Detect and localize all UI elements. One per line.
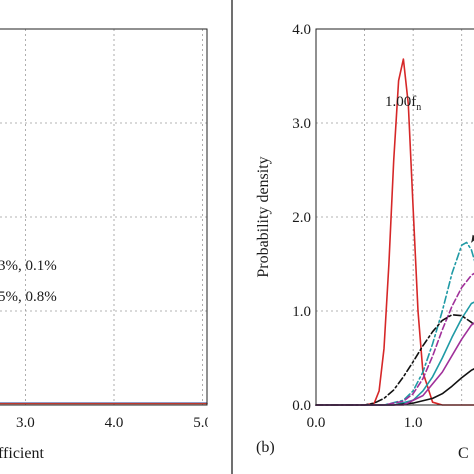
panel-b-y-tick-label: 0.0: [292, 398, 311, 414]
panel-b-y-tick-label: 1.0: [292, 304, 311, 320]
panel-b-series-line: [315, 368, 474, 406]
panel-a-x-tick-label: 5.0: [193, 415, 212, 431]
panel-b-y-axis-label: Probability density: [255, 156, 272, 277]
panel-b-frame: [315, 28, 474, 406]
panel-b-series: [315, 58, 474, 406]
panel-b-series-line: [315, 58, 474, 406]
panel-b-x-axis-label: C: [458, 445, 469, 462]
panel-a-series: [0, 402, 208, 405]
annotation-arrow-head: [471, 234, 474, 243]
panel-b-y-tick-label: 4.0: [292, 22, 311, 38]
panel-a-annotation-2: 5%, 0.8%: [0, 289, 57, 305]
panel-b-y-tick-label: 3.0: [292, 116, 311, 132]
panel-b-grid: [315, 28, 474, 405]
panel-b-annotation-text: 1.00f: [385, 94, 416, 110]
panel-b-ticks: 0.0 1.0 0.0 1.0 2.0 3.0 4.0: [292, 22, 422, 431]
panel-b-x-tick-label: 0.0: [307, 415, 326, 431]
panel-b-x-tick-label: 1.0: [404, 415, 423, 431]
panel-b-series-line: [315, 272, 474, 406]
panel-b-series-line: [315, 241, 474, 406]
panel-b-annotation-freq: 1.00fn: [385, 94, 421, 113]
panel-b: 0.0 1.0 0.0 1.0 2.0 3.0 4.0 Probability densit…: [255, 22, 474, 462]
panel-b-label: (b): [256, 439, 275, 456]
panel-a-x-tick-label: 4.0: [105, 415, 124, 431]
panel-b-series-line: [315, 313, 474, 406]
panel-b-series-line: [315, 301, 474, 406]
panel-a-frame: [0, 28, 208, 406]
panel-a-x-tick-label: 3.0: [16, 415, 35, 431]
panel-a-annotation-1: 3%, 0.1%: [0, 258, 57, 274]
panel-b-series-line: [315, 322, 474, 406]
panel-a-ticks: 3.0 4.0 5.0: [16, 415, 212, 431]
panel-a-x-axis-label: fficient: [0, 445, 44, 462]
panel-a-grid: [0, 28, 207, 405]
panel-a: 3.0 4.0 5.0 3%, 0.1% 5%, 0.8% fficient: [0, 28, 212, 462]
panel-b-annotation-subscript: n: [416, 102, 421, 113]
panel-b-y-tick-label: 2.0: [292, 210, 311, 226]
